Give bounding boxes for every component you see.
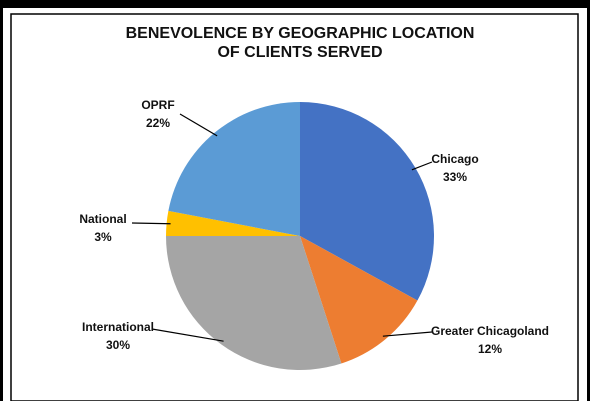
leader-line [151,328,224,342]
slice-value-label: 22% [146,116,170,130]
chart-subtitle: OF CLIENTS SERVED [217,44,382,61]
slice-value-label: 12% [478,342,502,356]
leader-line [411,161,433,171]
pie-slice [166,236,342,370]
slice-value-label: 33% [443,170,467,184]
leader-line [131,222,171,225]
chart-title: BENEVOLENCE BY GEOGRAPHIC LOCATION [126,25,475,42]
pie-slice [300,236,418,364]
plot-frame [10,13,579,401]
slice-label: Chicago [431,152,478,166]
pie-slice [300,102,434,301]
leader-line [382,331,433,337]
right-border [587,8,590,401]
slice-label: National [79,212,126,226]
slice-label: International [82,320,154,334]
slice-label: OPRF [141,98,174,112]
left-border [0,8,3,401]
slice-value-label: 3% [94,230,112,244]
leader-line [179,113,218,137]
top-border [0,0,590,8]
slice-label: Greater Chicagoland [431,324,549,338]
pie-slice [166,210,300,236]
pie-slice [168,102,300,236]
slice-value-label: 30% [106,338,130,352]
